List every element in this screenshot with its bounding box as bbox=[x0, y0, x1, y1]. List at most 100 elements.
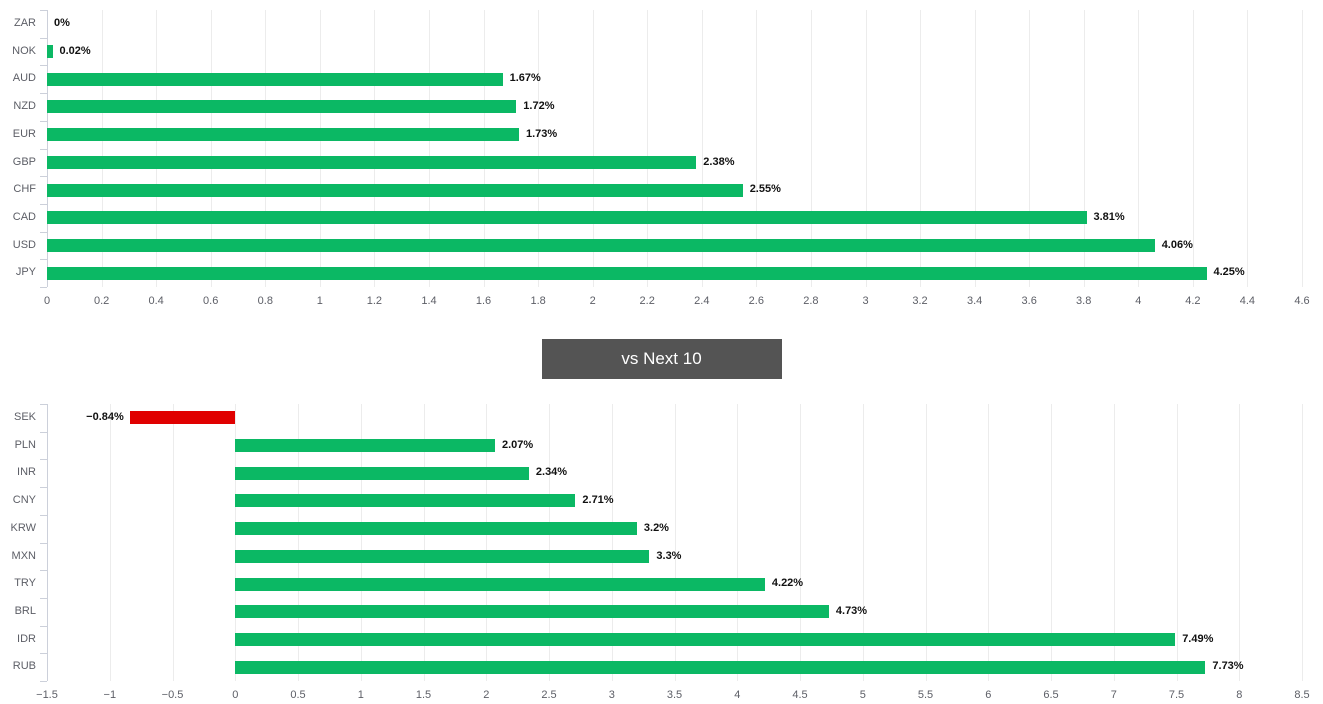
value-label: 7.49% bbox=[1182, 632, 1214, 645]
gridline bbox=[1192, 10, 1194, 287]
value-label: 1.72% bbox=[523, 100, 555, 113]
bar-gbp bbox=[47, 155, 697, 169]
value-label: 2.55% bbox=[749, 183, 781, 196]
gridline bbox=[701, 10, 703, 287]
category-tick bbox=[40, 259, 47, 261]
category-label: MXN bbox=[11, 549, 36, 562]
chart-vs-next-10: SEK −0.84% PLN 2.07% INR 2.34% CNY 2.71% KRW 3.2%… bbox=[0, 404, 1323, 704]
gridline bbox=[423, 404, 425, 681]
category-tick bbox=[40, 459, 47, 461]
x-tick-label: 7 bbox=[1110, 689, 1117, 701]
bar-aud bbox=[47, 72, 503, 86]
y-axis-line bbox=[47, 404, 48, 681]
category-tick bbox=[40, 287, 47, 288]
x-tick-label: 2.6 bbox=[748, 295, 764, 307]
category-tick bbox=[40, 10, 47, 11]
gridline bbox=[538, 10, 540, 287]
category-label: SEK bbox=[13, 411, 36, 423]
gridline bbox=[925, 404, 927, 681]
x-tick-label: 1.5 bbox=[415, 689, 432, 701]
category-tick bbox=[40, 404, 47, 405]
gridline bbox=[920, 10, 921, 287]
x-tick-label: −1.5 bbox=[36, 689, 58, 701]
value-label: 3.2% bbox=[643, 521, 669, 534]
gridline bbox=[549, 404, 550, 681]
bar-brl bbox=[235, 605, 829, 619]
value-label: 0.02% bbox=[59, 44, 91, 57]
x-tick-label: 2 bbox=[483, 689, 490, 701]
x-tick-label: 3.6 bbox=[1021, 295, 1037, 307]
x-tick-label: 3 bbox=[862, 295, 869, 307]
x-tick-label: 0.5 bbox=[290, 689, 306, 701]
value-label: 0% bbox=[54, 17, 70, 29]
gridline bbox=[374, 10, 376, 287]
value-label: 4.22% bbox=[771, 577, 804, 590]
value-label: 2.38% bbox=[703, 155, 735, 168]
gridline bbox=[592, 10, 594, 287]
gridline bbox=[1239, 404, 1241, 681]
category-tick bbox=[40, 431, 47, 433]
x-tick-label: 5 bbox=[859, 689, 866, 701]
gridline bbox=[235, 404, 237, 681]
category-tick bbox=[40, 625, 47, 627]
gridline bbox=[1302, 10, 1303, 287]
gridline bbox=[800, 404, 801, 681]
category-label: NOK bbox=[12, 44, 36, 57]
category-tick bbox=[40, 514, 47, 516]
category-tick bbox=[40, 653, 47, 655]
gridline bbox=[101, 10, 103, 287]
x-tick-label: 4.2 bbox=[1185, 295, 1201, 307]
gridline bbox=[1051, 404, 1052, 681]
x-tick-label: 0 bbox=[232, 689, 239, 701]
gridline bbox=[172, 404, 174, 681]
value-label: 2.71% bbox=[582, 494, 614, 507]
x-tick-label: 0.4 bbox=[148, 295, 164, 307]
x-tick-label: 8.5 bbox=[1294, 689, 1310, 701]
x-tick-label: 0.6 bbox=[203, 295, 219, 307]
gridline bbox=[319, 10, 321, 287]
gridline bbox=[1113, 404, 1115, 681]
bar-mxn bbox=[235, 549, 650, 563]
x-tick-label: 4 bbox=[734, 689, 741, 701]
bar-nok bbox=[47, 45, 53, 58]
gridline bbox=[1083, 10, 1085, 287]
gridline bbox=[647, 10, 649, 287]
value-label: 3.81% bbox=[1093, 210, 1125, 223]
x-tick-label: 0.2 bbox=[93, 295, 110, 307]
gridline bbox=[810, 10, 812, 287]
gridline bbox=[674, 404, 676, 681]
category-tick bbox=[40, 681, 47, 682]
category-tick bbox=[40, 487, 47, 489]
category-tick bbox=[40, 37, 47, 39]
x-tick-label: 0 bbox=[43, 295, 51, 307]
category-label: BRL bbox=[14, 604, 36, 617]
x-tick-label: 1 bbox=[316, 295, 323, 307]
category-label: PLN bbox=[14, 438, 36, 451]
bar-pln bbox=[235, 439, 496, 452]
bar-try bbox=[235, 577, 765, 591]
gridline bbox=[1247, 10, 1249, 287]
x-tick-label: 3 bbox=[608, 689, 615, 701]
x-tick-label: 1.8 bbox=[530, 295, 546, 307]
x-tick-label: 1 bbox=[357, 689, 364, 701]
value-label: 7.73% bbox=[1212, 660, 1244, 673]
currency-strength-dashboard: ZAR 0% NOK 0.02% AUD 1.67% NZD 1.72% EUR 1.73% GBP… bbox=[0, 10, 1323, 704]
category-tick bbox=[40, 148, 47, 150]
x-tick-label: 3.2 bbox=[912, 295, 928, 307]
x-tick-label: 4.6 bbox=[1294, 295, 1310, 307]
chart-vs-majors: ZAR 0% NOK 0.02% AUD 1.67% NZD 1.72% EUR 1.73% GBP… bbox=[0, 10, 1323, 313]
x-tick-label: 2.5 bbox=[541, 689, 557, 701]
gridline bbox=[737, 404, 739, 681]
bar-nzd bbox=[47, 100, 517, 114]
category-tick bbox=[40, 65, 47, 67]
value-label: 1.67% bbox=[509, 72, 541, 85]
bar-chf bbox=[47, 183, 743, 197]
bar-cad bbox=[47, 211, 1087, 225]
value-label: 4.73% bbox=[835, 604, 868, 617]
x-tick-label: −1 bbox=[103, 689, 117, 701]
gridline bbox=[429, 10, 430, 287]
gridline bbox=[865, 10, 867, 287]
bar-krw bbox=[235, 522, 637, 536]
bar-inr bbox=[235, 466, 529, 480]
x-tick-label: 6 bbox=[985, 689, 992, 701]
